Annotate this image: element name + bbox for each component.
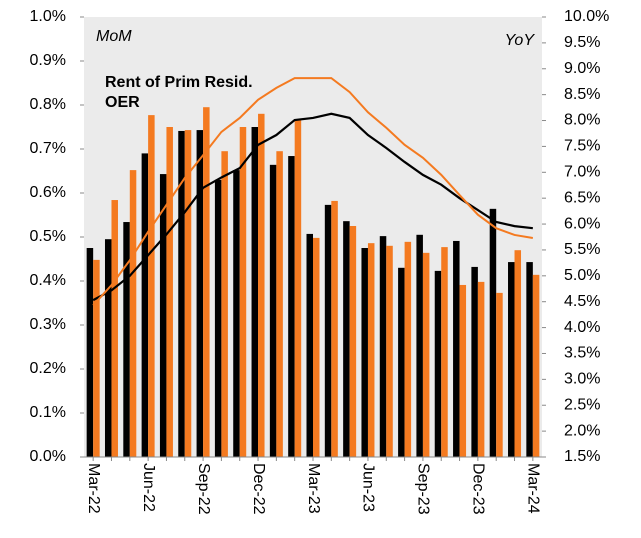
legend-label: Rent of Prim Resid. [105,74,253,91]
x-tick-label: Mar-22 [85,463,102,514]
bar [496,292,503,457]
bar [86,248,94,457]
bar [123,222,130,457]
y2-tick-label: 4.5% [564,293,600,310]
bar [196,130,204,457]
y2-tick-label: 4.0% [564,319,600,336]
bar [477,281,485,457]
y-tick-label: 0.3% [30,316,66,333]
bar [434,270,442,457]
bar [367,243,375,457]
bar [184,130,192,457]
y2-tick-label: 1.5% [564,448,600,465]
y2-tick-label: 6.5% [564,189,600,206]
y-tick-label: 0.2% [30,360,66,377]
bar [422,252,430,457]
bar [104,239,112,457]
y2-tick-label: 5.0% [564,267,600,284]
y-tick-label: 1.0% [30,8,66,25]
bar [416,234,423,457]
y2-tick-label: 8.5% [564,86,600,103]
bar [251,127,259,457]
yoy-line [92,77,534,307]
bar [129,170,137,457]
y-tick-label: 0.8% [30,96,66,113]
bar [398,267,405,457]
bar [276,151,283,457]
bar [148,115,155,458]
bar [343,221,350,457]
y2-tick-label: 2.0% [564,422,600,439]
y-tick-label: 0.4% [30,272,66,289]
bar [471,266,478,457]
bar [233,170,240,457]
y2-tick-label: 7.5% [564,138,600,155]
x-tick-label: Dec-23 [470,463,487,515]
bar [441,247,448,457]
bar [178,130,185,457]
bar [514,250,522,457]
bar [159,174,167,457]
bar [203,107,210,457]
bar [526,262,533,457]
bar [239,127,247,457]
bar [459,284,467,457]
y2-tick-label: 9.5% [564,34,600,51]
bar [324,204,332,457]
y2-tick-label: 10.0% [564,8,609,25]
x-tick-label: Sep-22 [195,463,212,515]
bar [453,240,460,457]
bar [214,179,222,458]
bar [386,245,393,457]
legend-label: OER [105,94,140,111]
bar [288,156,295,458]
bar [331,200,338,458]
y2-tick-label: 9.0% [564,60,600,77]
x-tick-label: Mar-24 [525,463,542,514]
y2-tick-label: 6.0% [564,215,600,232]
y-axis-label: MoM [96,28,132,45]
bar [306,233,313,457]
bar [361,248,368,457]
y2-axis-label: YoY [505,32,536,49]
y2-tick-label: 2.5% [564,396,600,413]
y-tick-label: 0.5% [30,228,66,245]
x-tick-label: Mar-23 [305,463,322,514]
y2-tick-label: 8.0% [564,112,600,129]
bar [269,164,277,457]
bar [141,153,149,457]
y-tick-label: 0.7% [30,140,66,157]
bar [313,237,320,457]
x-tick-label: Jun-22 [140,463,157,512]
y-tick-label: 0.1% [30,404,66,421]
bar [489,208,497,457]
y2-tick-label: 5.5% [564,241,600,258]
bar [349,226,357,457]
bar [379,236,387,457]
bar [532,274,540,457]
bar [111,200,118,458]
x-tick-label: Dec-22 [250,463,267,515]
bar [93,259,100,457]
y2-tick-label: 3.5% [564,345,600,362]
y-tick-label: 0.0% [30,448,66,465]
y2-tick-label: 7.0% [564,164,600,181]
y2-tick-label: 3.0% [564,371,600,388]
bar [508,262,515,457]
yoy-line [92,112,533,302]
bar [221,151,228,457]
y-tick-label: 0.6% [30,184,66,201]
bar [404,241,412,457]
y-tick-label: 0.9% [30,52,66,69]
bar [294,119,302,457]
x-tick-label: Jun-23 [360,463,377,512]
bar [166,127,173,457]
bar [258,113,265,458]
x-tick-label: Sep-23 [415,463,432,515]
